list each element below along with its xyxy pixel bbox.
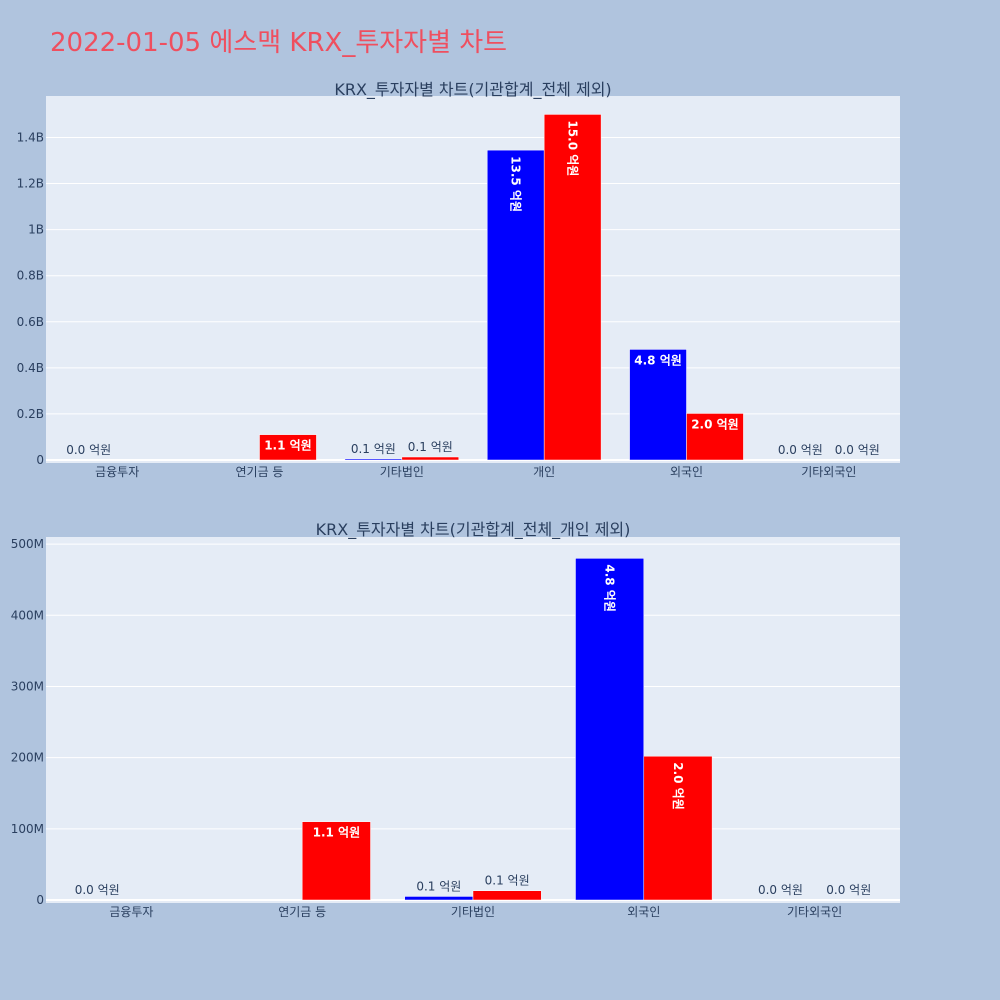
chart-title: KRX_투자자별 차트(기관합계_전체 제외) bbox=[334, 80, 611, 100]
x-tick-label: 기타법인 bbox=[451, 905, 495, 919]
chart-title: KRX_투자자별 차트(기관합계_전체_개인 제외) bbox=[316, 520, 631, 540]
y-tick-label: 0 bbox=[36, 453, 44, 467]
chart-panel-2: 0 100M 200M 300M 400M 500M KRX_투자자별 차트(기관합계_전체… bbox=[11, 520, 900, 919]
bar[interactable] bbox=[344, 458, 403, 461]
x-tick-label: 기타외국인 bbox=[801, 465, 856, 479]
x-tick-label: 개인 bbox=[533, 465, 555, 479]
plot-area bbox=[46, 537, 900, 903]
data-label: 13.5 억원 bbox=[509, 156, 523, 212]
bar[interactable] bbox=[629, 349, 687, 461]
data-label: 0.0 억원 bbox=[778, 443, 823, 457]
y-tick-label: 0.2B bbox=[17, 407, 44, 421]
y-tick-label: 200M bbox=[11, 751, 44, 765]
bar[interactable] bbox=[401, 456, 460, 461]
x-tick-label: 외국인 bbox=[670, 465, 703, 479]
y-tick-label: 100M bbox=[11, 822, 44, 836]
x-tick-label: 금융투자 bbox=[95, 465, 139, 479]
data-label: 2.0 억원 bbox=[691, 417, 739, 431]
chart-panel-1: 0 0.2B 0.4B 0.6B 0.8B 1B 1.2B 1.4B KRX_투자자별 차트(기… bbox=[17, 80, 900, 479]
x-tick-label: 외국인 bbox=[627, 905, 660, 919]
y-tick-label: 1B bbox=[28, 223, 44, 237]
y-tick-label: 400M bbox=[11, 608, 44, 622]
y-tick-label: 1.4B bbox=[17, 130, 44, 144]
data-label: 0.0 억원 bbox=[826, 883, 871, 897]
data-label: 2.0 억원 bbox=[671, 762, 685, 810]
page-title: 2022-01-05 에스맥 KRX_투자자별 차트 bbox=[50, 28, 508, 58]
data-label: 4.8 억원 bbox=[634, 353, 682, 367]
bar[interactable] bbox=[643, 755, 713, 901]
bar[interactable] bbox=[686, 413, 744, 461]
x-tick-label: 연기금 등 bbox=[278, 905, 326, 919]
bar[interactable] bbox=[472, 890, 542, 901]
y-tick-label: 0.4B bbox=[17, 361, 44, 375]
data-label: 0.1 억원 bbox=[485, 874, 530, 888]
x-tick-label: 연기금 등 bbox=[236, 465, 284, 479]
y-tick-label: 0.6B bbox=[17, 315, 44, 329]
bar[interactable] bbox=[543, 114, 602, 461]
bar[interactable] bbox=[404, 896, 474, 901]
data-label: 0.0 억원 bbox=[66, 443, 111, 457]
data-label: 4.8 억원 bbox=[603, 564, 617, 612]
data-label: 0.1 억원 bbox=[416, 879, 461, 893]
data-label: 1.1 억원 bbox=[264, 439, 312, 453]
bar[interactable] bbox=[575, 558, 645, 901]
data-label: 0.1 억원 bbox=[408, 440, 453, 454]
plot-area bbox=[46, 96, 900, 463]
data-label: 15.0 억원 bbox=[566, 120, 580, 176]
data-label: 1.1 억원 bbox=[313, 826, 361, 840]
data-label: 0.0 억원 bbox=[758, 883, 803, 897]
x-tick-label: 기타외국인 bbox=[787, 905, 842, 919]
data-label: 0.0 억원 bbox=[75, 883, 120, 897]
bar[interactable] bbox=[259, 434, 317, 461]
data-label: 0.1 억원 bbox=[351, 442, 396, 456]
y-tick-label: 0 bbox=[36, 893, 44, 907]
bar[interactable] bbox=[301, 821, 371, 901]
y-tick-label: 500M bbox=[11, 537, 44, 551]
y-tick-label: 1.2B bbox=[17, 177, 44, 191]
y-tick-label: 0.8B bbox=[17, 269, 44, 283]
bar[interactable] bbox=[486, 149, 545, 461]
data-label: 0.0 억원 bbox=[835, 443, 880, 457]
x-tick-label: 기타법인 bbox=[380, 465, 424, 479]
y-tick-label: 300M bbox=[11, 679, 44, 693]
x-tick-label: 금융투자 bbox=[109, 905, 153, 919]
